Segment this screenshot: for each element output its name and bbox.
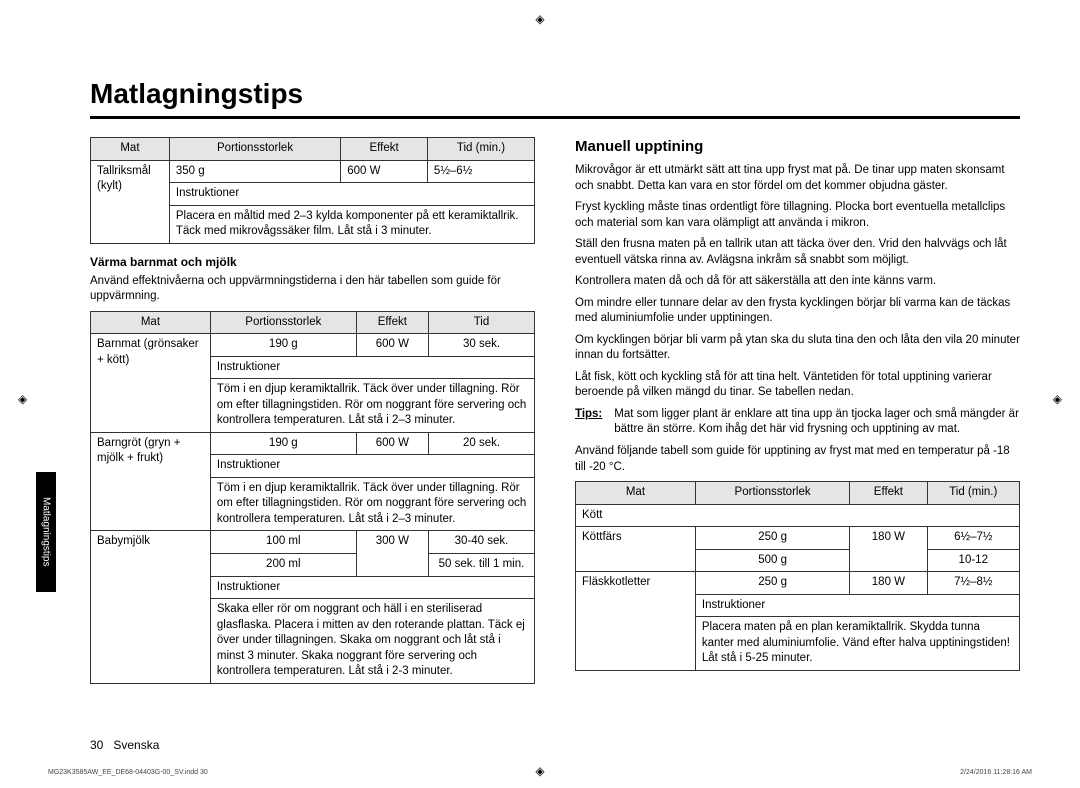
cell-power: 180 W [850,527,927,572]
th-time: Tid (min.) [927,482,1019,505]
print-file: MG23K3585AW_EE_DE68-04403G-00_SV.indd 30 [48,769,208,776]
th-power: Effekt [850,482,927,505]
cell-time: 5½–6½ [427,160,534,183]
instr-label: Instruktioner [169,183,534,206]
cell-size: 250 g [695,527,849,550]
cell-food: Barnmat (grönsaker + kött) [91,334,211,433]
title-rule [90,116,1020,119]
cell-food: Barngröt (gryn + mjölk + frukt) [91,432,211,531]
crop-mark-right: ◈ [1053,392,1062,406]
cell-size: 500 g [695,549,849,572]
instr-text: Töm i en djup keramiktallrik. Täck över … [210,477,534,531]
cell-power: 600 W [356,334,428,357]
cell-food: Tallriksmål (kylt) [91,160,170,243]
cell-time: 30 sek. [428,334,534,357]
tips-label: Tips: [575,407,602,438]
table-row: Barngröt (gryn + mjölk + frukt) 190 g 60… [91,432,535,455]
table-row: Kött [576,504,1020,527]
th-food: Mat [91,311,211,334]
instr-label: Instruktioner [210,356,534,379]
cell-time: 7½–8½ [927,572,1019,595]
page-lang: Svenska [113,738,159,752]
side-tab: Matlagningstips [36,472,56,592]
cell-size: 190 g [210,334,356,357]
para: Om kycklingen börjar bli varm på ytan sk… [575,333,1020,364]
cell-food: Fläskkotletter [576,572,696,671]
th-size: Portionsstorlek [210,311,356,334]
print-date: 2/24/2016 11:28:16 AM [960,769,1032,776]
th-time: Tid [428,311,534,334]
instr-text: Placera en måltid med 2–3 kylda komponen… [169,205,534,243]
table-row: Babymjölk 100 ml 300 W 30-40 sek. [91,531,535,554]
table-plate-meal: Mat Portionsstorlek Effekt Tid (min.) Ta… [90,137,535,244]
table-row: Barnmat (grönsaker + kött) 190 g 600 W 3… [91,334,535,357]
cell-size: 250 g [695,572,849,595]
cell-time: 50 sek. till 1 min. [428,553,534,576]
th-food: Mat [576,482,696,505]
th-size: Portionsstorlek [169,138,340,161]
table-defrost: Mat Portionsstorlek Effekt Tid (min.) Kö… [575,481,1020,671]
para: Kontrollera maten då och då för att säke… [575,274,1020,290]
cell-size: 200 ml [210,553,356,576]
table-row: Köttfärs 250 g 180 W 6½–7½ [576,527,1020,550]
left-column: Mat Portionsstorlek Effekt Tid (min.) Ta… [90,137,535,692]
tips-callout: Tips: Mat som ligger plant är enklare at… [575,407,1020,438]
instr-label: Instruktioner [210,455,534,478]
cell-size: 190 g [210,432,356,455]
table-row: Tallriksmål (kylt) 350 g 600 W 5½–6½ [91,160,535,183]
right-column: Manuell upptining Mikrovågor är ett utmä… [575,137,1020,692]
para: Mikrovågor är ett utmärkt sätt att tina … [575,163,1020,194]
cell-power: 600 W [341,160,428,183]
crop-mark-left: ◈ [18,392,27,406]
cell-time: 6½–7½ [927,527,1019,550]
content-columns: Mat Portionsstorlek Effekt Tid (min.) Ta… [90,137,1020,692]
page-number: 30 [90,738,103,752]
para: Använd följande tabell som guide för upp… [575,444,1020,475]
th-power: Effekt [341,138,428,161]
subsection-heading: Värma barnmat och mjölk [90,254,535,270]
table-babyfood: Mat Portionsstorlek Effekt Tid Barnmat (… [90,311,535,684]
crop-mark-bottom: ◈ [535,764,544,778]
cell-time: 20 sek. [428,432,534,455]
cell-time: 10-12 [927,549,1019,572]
para: Om mindre eller tunnare delar av den fry… [575,296,1020,327]
th-size: Portionsstorlek [695,482,849,505]
cell-power: 180 W [850,572,927,595]
instr-label: Instruktioner [695,594,1019,617]
cell-power: 600 W [356,432,428,455]
crop-mark-top: ◈ [535,12,544,26]
para: Fryst kyckling måste tinas ordentligt fö… [575,200,1020,231]
section-heading: Manuell upptining [575,137,1020,157]
cell-size: 100 ml [210,531,356,554]
th-power: Effekt [356,311,428,334]
cell-power: 300 W [356,531,428,576]
table-row: Fläskkotletter 250 g 180 W 7½–8½ [576,572,1020,595]
group-label: Kött [576,504,1020,527]
para: Ställ den frusna maten på en tallrik uta… [575,237,1020,268]
tips-text: Mat som ligger plant är enklare att tina… [614,407,1020,438]
instr-text: Placera maten på en plan keramiktallrik.… [695,617,1019,671]
instr-text: Skaka eller rör om noggrant och häll i e… [210,599,534,684]
instr-label: Instruktioner [210,576,534,599]
manual-page: ◈ ◈ ◈ ◈ Matlagningstips Matlagningstips … [0,0,1080,788]
cell-food: Köttfärs [576,527,696,572]
subsection-intro: Använd effektnivåerna och uppvärmningsti… [90,274,535,305]
cell-size: 350 g [169,160,340,183]
instr-text: Töm i en djup keramiktallrik. Täck över … [210,379,534,433]
th-time: Tid (min.) [427,138,534,161]
page-title: Matlagningstips [90,78,1020,110]
cell-food: Babymjölk [91,531,211,683]
th-food: Mat [91,138,170,161]
cell-time: 30-40 sek. [428,531,534,554]
para: Låt fisk, kött och kyckling stå för att … [575,370,1020,401]
page-footer: 30 Svenska [90,738,159,752]
